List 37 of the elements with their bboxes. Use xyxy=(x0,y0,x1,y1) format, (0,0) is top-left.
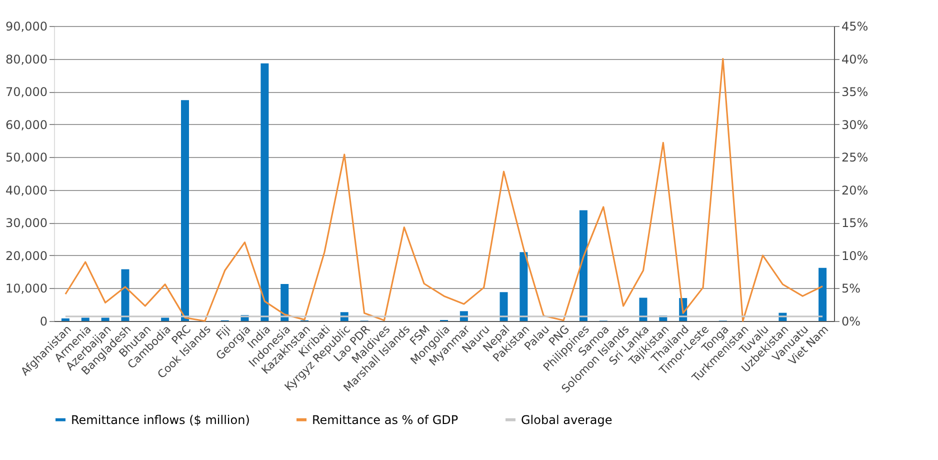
bar xyxy=(61,318,70,321)
bar xyxy=(520,252,528,321)
bar xyxy=(639,298,648,321)
y2-tick-label: 25% xyxy=(842,150,868,165)
bar xyxy=(818,268,827,321)
y-tick-label: 70,000 xyxy=(6,85,48,100)
y2-tick-label: 5% xyxy=(842,282,861,296)
y-tick-label: 90,000 xyxy=(6,20,48,34)
y2-tick-label: 10% xyxy=(842,248,868,263)
bar xyxy=(81,318,90,321)
bar xyxy=(121,269,130,321)
line-series xyxy=(64,58,824,322)
y-tick-label: 40,000 xyxy=(6,183,48,198)
bar xyxy=(180,100,189,321)
bar xyxy=(101,318,110,321)
y2-tick-label: 30% xyxy=(842,118,868,132)
y-tick-label: 0 xyxy=(40,314,48,328)
y2-tick-label: 45% xyxy=(842,20,868,34)
y2-tick-label: 40% xyxy=(842,52,868,66)
y-tick-label: 80,000 xyxy=(6,52,48,66)
y-tick-label: 20,000 xyxy=(6,248,48,263)
y-tick-label: 10,000 xyxy=(6,282,48,296)
y-tick-label: 50,000 xyxy=(6,150,48,165)
y-tick-label: 30,000 xyxy=(6,216,48,230)
bar xyxy=(161,318,170,321)
bar xyxy=(280,284,289,321)
y2-tick-label: 15% xyxy=(842,216,868,230)
bar xyxy=(260,63,269,321)
bar xyxy=(500,292,508,321)
bar xyxy=(579,210,588,321)
y-tick-label: 60,000 xyxy=(6,118,48,132)
y2-tick-label: 35% xyxy=(842,85,868,100)
y2-tick-label: 0% xyxy=(842,314,861,328)
legend-label: Remittance as % of GDP xyxy=(312,412,458,427)
y2-tick-label: 20% xyxy=(842,183,868,198)
legend-label: Remittance inflows ($ million) xyxy=(71,412,250,427)
legend-label: Global average xyxy=(521,412,612,427)
